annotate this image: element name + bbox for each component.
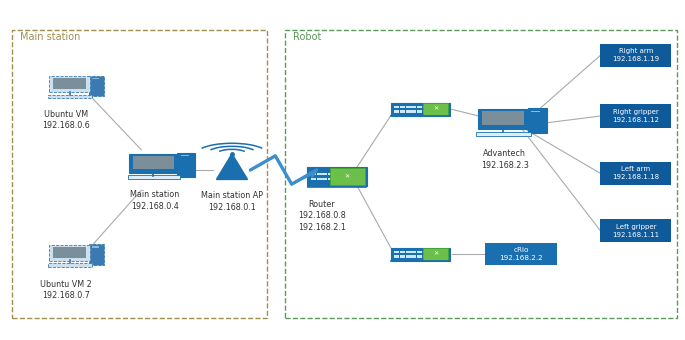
Bar xyxy=(412,255,416,258)
Text: cRio
192.168.2.2: cRio 192.168.2.2 xyxy=(499,247,543,261)
Text: Ubuntu VM
192.168.0.6: Ubuntu VM 192.168.0.6 xyxy=(42,110,90,131)
Bar xyxy=(323,178,327,180)
Bar xyxy=(394,255,399,258)
Bar xyxy=(400,110,405,113)
Text: Router
192.168.0.8
192.168.2.1: Router 192.168.0.8 192.168.2.1 xyxy=(298,200,346,232)
Bar xyxy=(423,110,428,113)
Bar xyxy=(394,251,399,253)
Bar xyxy=(284,30,677,318)
Text: Main station: Main station xyxy=(20,32,80,42)
Bar xyxy=(134,156,173,169)
Bar xyxy=(12,30,267,318)
Bar xyxy=(334,178,339,180)
Bar xyxy=(53,79,86,89)
FancyBboxPatch shape xyxy=(390,248,450,261)
Bar xyxy=(394,110,399,113)
FancyBboxPatch shape xyxy=(600,219,671,242)
Bar xyxy=(400,251,405,253)
FancyBboxPatch shape xyxy=(49,76,90,92)
Text: Ubuntu VM 2
192.168.0.7: Ubuntu VM 2 192.168.0.7 xyxy=(40,279,92,300)
Bar xyxy=(394,106,399,108)
Text: ✕: ✕ xyxy=(433,252,438,257)
FancyBboxPatch shape xyxy=(48,263,92,267)
Text: Advantech
192.168.2.3: Advantech 192.168.2.3 xyxy=(481,149,529,170)
Bar xyxy=(417,110,422,113)
Bar xyxy=(417,106,422,108)
FancyBboxPatch shape xyxy=(177,153,195,177)
Bar xyxy=(417,251,422,253)
Bar xyxy=(412,106,416,108)
FancyBboxPatch shape xyxy=(48,95,92,98)
Bar xyxy=(328,173,333,175)
Text: Right gripper
192.168.1.12: Right gripper 192.168.1.12 xyxy=(612,109,660,123)
Bar xyxy=(334,173,339,175)
Text: ✕: ✕ xyxy=(345,174,350,179)
Text: Robot: Robot xyxy=(292,32,321,42)
Bar xyxy=(412,110,416,113)
Bar xyxy=(328,178,333,180)
Bar xyxy=(92,78,99,79)
Bar xyxy=(323,173,327,175)
FancyBboxPatch shape xyxy=(89,244,104,265)
Bar xyxy=(423,251,428,253)
Bar xyxy=(406,255,410,258)
Bar xyxy=(311,178,316,180)
FancyBboxPatch shape xyxy=(528,108,547,134)
Polygon shape xyxy=(216,154,247,180)
Bar xyxy=(311,173,316,175)
Bar xyxy=(53,247,86,258)
Bar xyxy=(532,111,540,112)
Bar xyxy=(400,255,405,258)
FancyBboxPatch shape xyxy=(476,132,531,136)
Bar xyxy=(400,106,405,108)
Bar xyxy=(412,251,416,253)
FancyBboxPatch shape xyxy=(600,162,671,185)
FancyBboxPatch shape xyxy=(329,168,364,185)
FancyBboxPatch shape xyxy=(390,103,450,116)
Bar xyxy=(316,173,321,175)
FancyBboxPatch shape xyxy=(308,167,366,186)
FancyBboxPatch shape xyxy=(129,154,178,173)
Text: Main station
192.168.0.4: Main station 192.168.0.4 xyxy=(130,190,179,211)
Bar xyxy=(340,173,345,175)
FancyBboxPatch shape xyxy=(600,44,671,67)
Text: Left arm
192.168.1.18: Left arm 192.168.1.18 xyxy=(612,166,660,181)
FancyBboxPatch shape xyxy=(423,248,448,260)
Bar xyxy=(316,178,321,180)
FancyBboxPatch shape xyxy=(477,109,529,129)
Text: Main station AP
192.168.0.1: Main station AP 192.168.0.1 xyxy=(201,191,263,212)
FancyBboxPatch shape xyxy=(49,245,90,261)
Bar xyxy=(406,251,410,253)
Bar xyxy=(92,246,99,248)
Bar xyxy=(423,106,428,108)
Text: ✕: ✕ xyxy=(433,107,438,112)
Bar xyxy=(482,112,524,125)
Text: Right arm
192.168.1.19: Right arm 192.168.1.19 xyxy=(612,48,660,62)
FancyBboxPatch shape xyxy=(127,175,180,179)
Bar xyxy=(417,255,422,258)
FancyBboxPatch shape xyxy=(423,103,448,115)
FancyBboxPatch shape xyxy=(89,76,104,96)
Bar xyxy=(406,106,410,108)
FancyBboxPatch shape xyxy=(600,104,671,128)
Bar xyxy=(406,110,410,113)
Text: Left gripper
192.168.1.11: Left gripper 192.168.1.11 xyxy=(612,224,660,238)
Bar xyxy=(340,178,345,180)
Bar xyxy=(181,155,189,156)
Bar xyxy=(423,255,428,258)
FancyBboxPatch shape xyxy=(485,243,558,266)
